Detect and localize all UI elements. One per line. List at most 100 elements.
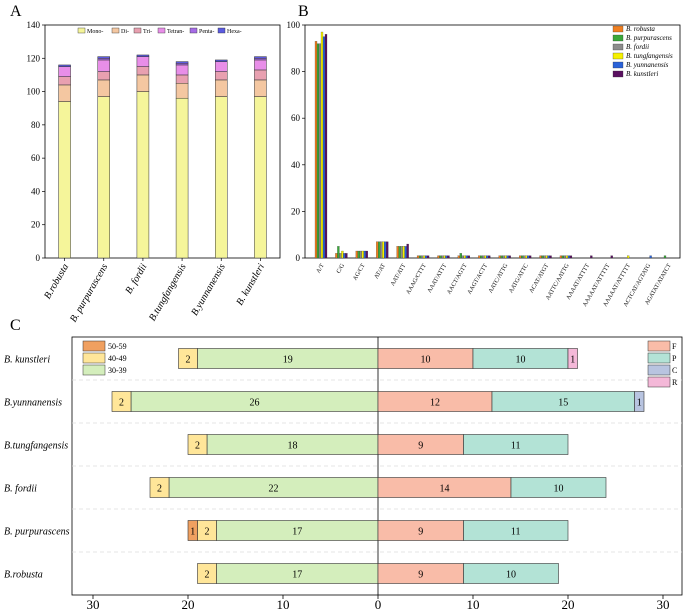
legend-swatch (612, 43, 624, 51)
bar-segment (136, 74, 150, 92)
bar-value: 10 (516, 355, 526, 366)
bar (341, 250, 344, 259)
x-tick-label: AT/AT (374, 263, 388, 280)
bar-segment (58, 66, 71, 77)
legend-label: B. yunnanensis (626, 61, 669, 69)
x-tick-label: B. fordii (124, 262, 150, 296)
bar-segment (215, 71, 228, 81)
bar-left (187, 434, 208, 455)
bar (561, 255, 565, 259)
bar-left (111, 391, 132, 412)
y-tick-label: 0 (296, 253, 301, 263)
bar-value: 22 (269, 484, 279, 495)
bar-value: 1 (190, 527, 195, 538)
bar (457, 255, 460, 259)
legend-label: P (672, 354, 677, 363)
bar-value: 11 (511, 441, 521, 452)
bar (384, 241, 387, 259)
y-tick-label: 20 (31, 220, 41, 230)
bar-segment (136, 91, 150, 259)
category-label: B. purpurascens (4, 527, 70, 538)
y-tick-label: 40 (291, 160, 301, 170)
legend-label: 50-59 (108, 342, 127, 351)
bar-left (187, 520, 198, 541)
category-label: B. fordii (4, 484, 37, 495)
bar (543, 255, 546, 259)
bar (447, 255, 450, 259)
bar (563, 255, 567, 259)
legend-label: 40-49 (108, 354, 127, 363)
bar-value: 1 (570, 355, 575, 366)
bar-segment (254, 59, 267, 71)
bar (627, 255, 630, 259)
legend-swatch (612, 34, 624, 42)
legend-swatch (647, 364, 671, 376)
bar (541, 255, 544, 259)
bar-segment (175, 61, 189, 64)
x-tick-label: 0 (375, 597, 382, 610)
bar-value: 17 (292, 527, 302, 538)
bar-left (197, 563, 217, 584)
bar-left (178, 348, 198, 369)
bar-segment (175, 83, 189, 99)
legend-swatch (647, 376, 671, 388)
bar (500, 255, 503, 259)
bar-right (463, 563, 559, 584)
bar (404, 246, 407, 259)
bar-segment (254, 69, 267, 81)
chart-c: B. kunstleri 192 10 10 1B.yunnanensis 262 12 15… (4, 336, 683, 610)
bar-value: 26 (250, 398, 260, 409)
bar-segment (175, 64, 189, 76)
legend-swatch (612, 70, 624, 78)
bar-segment (254, 96, 267, 259)
legend-swatch (647, 340, 671, 352)
bar-segment (97, 79, 110, 97)
bar (482, 255, 485, 259)
bar (382, 241, 385, 259)
bar (529, 255, 532, 259)
legend-swatch (217, 27, 226, 34)
bar (461, 255, 464, 259)
bar-segment (58, 64, 71, 67)
legend-swatch (647, 352, 671, 364)
y-tick-label: 0 (36, 253, 41, 263)
y-tick-label: 40 (31, 186, 41, 196)
bar-segment (175, 74, 189, 84)
bar (498, 255, 501, 259)
bar (590, 255, 593, 259)
bar-value: 9 (418, 441, 423, 452)
x-tick-label: B.tungfangensis (147, 262, 189, 323)
bar-segment (97, 96, 110, 259)
bar-value: 10 (506, 570, 516, 581)
bar-segment (136, 66, 150, 76)
bar (488, 255, 491, 259)
bar-value: 19 (283, 355, 293, 366)
x-tick-label: AACT/AGTT (446, 263, 468, 296)
legend-label: Mono- (87, 29, 103, 35)
bar (504, 255, 507, 259)
bar (502, 255, 505, 259)
bar (443, 255, 446, 259)
bar-value: 9 (418, 527, 423, 538)
bar-segment (254, 79, 267, 97)
bar (610, 255, 613, 259)
bar (519, 255, 522, 259)
panel-c-label: C (10, 317, 21, 334)
bar-value: 15 (558, 398, 568, 409)
bar-value: 1 (637, 398, 642, 409)
legend-swatch (157, 27, 166, 34)
bar (484, 255, 487, 259)
y-tick-label: 100 (287, 20, 301, 30)
legend-label: R (672, 378, 678, 387)
bar-value: 10 (554, 484, 564, 495)
bar (506, 255, 509, 259)
bar-segment (97, 56, 110, 59)
legend-swatch (612, 52, 624, 60)
bar (406, 243, 409, 259)
plot-frame (304, 24, 681, 259)
x-tick-label: A/T (316, 263, 326, 275)
x-tick-label: 20 (182, 597, 195, 610)
legend-swatch (82, 340, 106, 352)
bar (480, 255, 483, 259)
bar (396, 246, 399, 259)
